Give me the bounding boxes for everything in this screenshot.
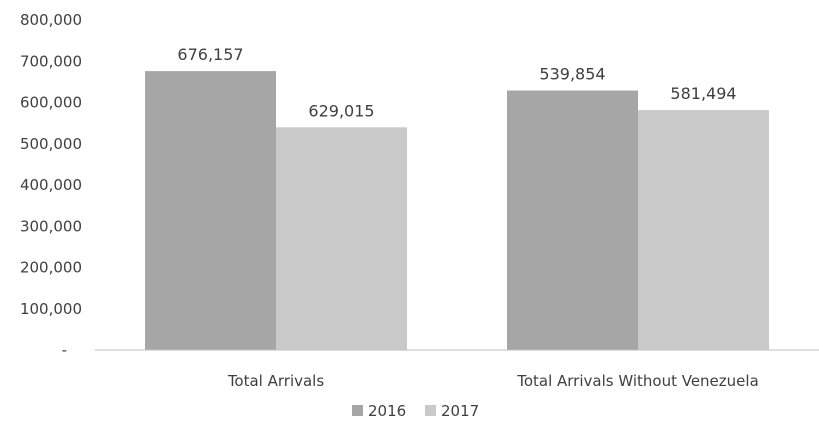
- data-label: 629,015: [308, 101, 374, 120]
- legend-swatch-2017: [425, 405, 436, 416]
- y-tick-label: 400,000: [20, 176, 82, 194]
- data-label: 539,854: [539, 65, 605, 84]
- x-axis: Total Arrivals Total Arrivals Without Ven…: [227, 372, 759, 390]
- legend-label-2016: 2016: [368, 402, 406, 420]
- bar-2017-1: [276, 127, 407, 350]
- data-label: 581,494: [670, 84, 736, 103]
- legend-swatch-2016: [352, 405, 363, 416]
- y-tick-label: 100,000: [20, 300, 82, 318]
- legend: 2016 2017: [352, 402, 479, 420]
- bar-2016-2: [507, 90, 638, 350]
- y-tick-label: 200,000: [20, 259, 82, 277]
- x-category-label: Total Arrivals: [227, 372, 325, 390]
- x-category-label: Total Arrivals Without Venezuela: [516, 372, 759, 390]
- y-axis: - 100,000 200,000 300,000 400,000 500,000 600,…: [20, 11, 82, 359]
- y-tick-label: 800,000: [20, 11, 82, 29]
- y-tick-label: 600,000: [20, 94, 82, 112]
- bar-2016-1: [145, 71, 276, 350]
- data-label: 676,157: [177, 45, 243, 64]
- y-tick-label: -: [62, 341, 67, 359]
- bar-2017-2: [638, 110, 769, 350]
- y-tick-label: 500,000: [20, 135, 82, 153]
- legend-label-2017: 2017: [441, 402, 479, 420]
- y-tick-label: 700,000: [20, 52, 82, 70]
- bars: [145, 71, 769, 350]
- data-labels: 676,157 629,015 539,854 581,494: [177, 45, 736, 120]
- y-tick-label: 300,000: [20, 217, 82, 235]
